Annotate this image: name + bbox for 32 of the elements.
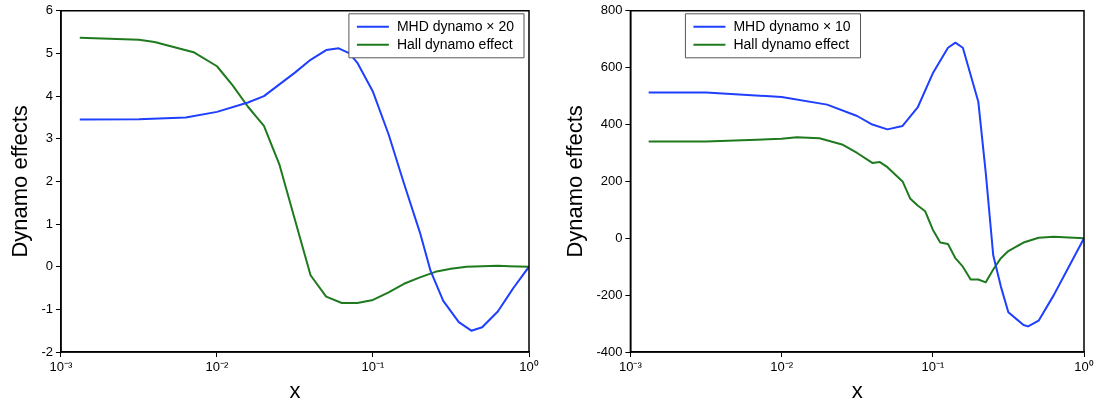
x-tick-label: 10⁰ [519, 359, 539, 375]
legend-label: Hall dynamo effect [733, 35, 850, 52]
y-tick-label: 6 [45, 2, 53, 18]
x-tick-label: 10⁰ [1074, 359, 1094, 375]
y-tick-label: 4 [45, 87, 53, 103]
y-tick-label: -200 [596, 286, 623, 302]
x-tick-label: 10⁻¹ [361, 359, 386, 375]
x-axis-title: x [851, 377, 863, 403]
y-tick-label: -2 [41, 343, 53, 359]
y-tick-label: 0 [615, 229, 623, 245]
y-tick-label: 2 [45, 172, 53, 188]
legend-label: MHD dynamo × 20 [396, 17, 515, 34]
y-tick-label: 0 [45, 258, 53, 274]
y-tick-label: 200 [600, 172, 623, 188]
y-tick-label: 3 [45, 130, 53, 146]
y-tick-label: 400 [600, 116, 623, 132]
x-tick-label: 10⁻³ [619, 359, 643, 375]
x-axis-title: x [289, 377, 301, 403]
y-tick-label: -1 [41, 300, 53, 316]
y-tick-label: 5 [45, 45, 53, 61]
y-axis-title: Dynamo effects [562, 105, 588, 258]
y-tick-label: 1 [45, 215, 53, 231]
legend-label: Hall dynamo effect [396, 35, 513, 52]
x-tick-label: 10⁻³ [49, 359, 74, 375]
y-axis-title: Dynamo effects [7, 105, 33, 258]
x-tick-label: 10⁻¹ [921, 359, 945, 375]
x-tick-label: 10⁻² [770, 359, 794, 375]
x-tick-label: 10⁻² [205, 359, 230, 375]
y-tick-label: -400 [596, 343, 623, 359]
legend-label: MHD dynamo × 10 [733, 17, 851, 34]
y-tick-label: 800 [600, 2, 623, 18]
y-tick-label: 600 [600, 59, 623, 75]
